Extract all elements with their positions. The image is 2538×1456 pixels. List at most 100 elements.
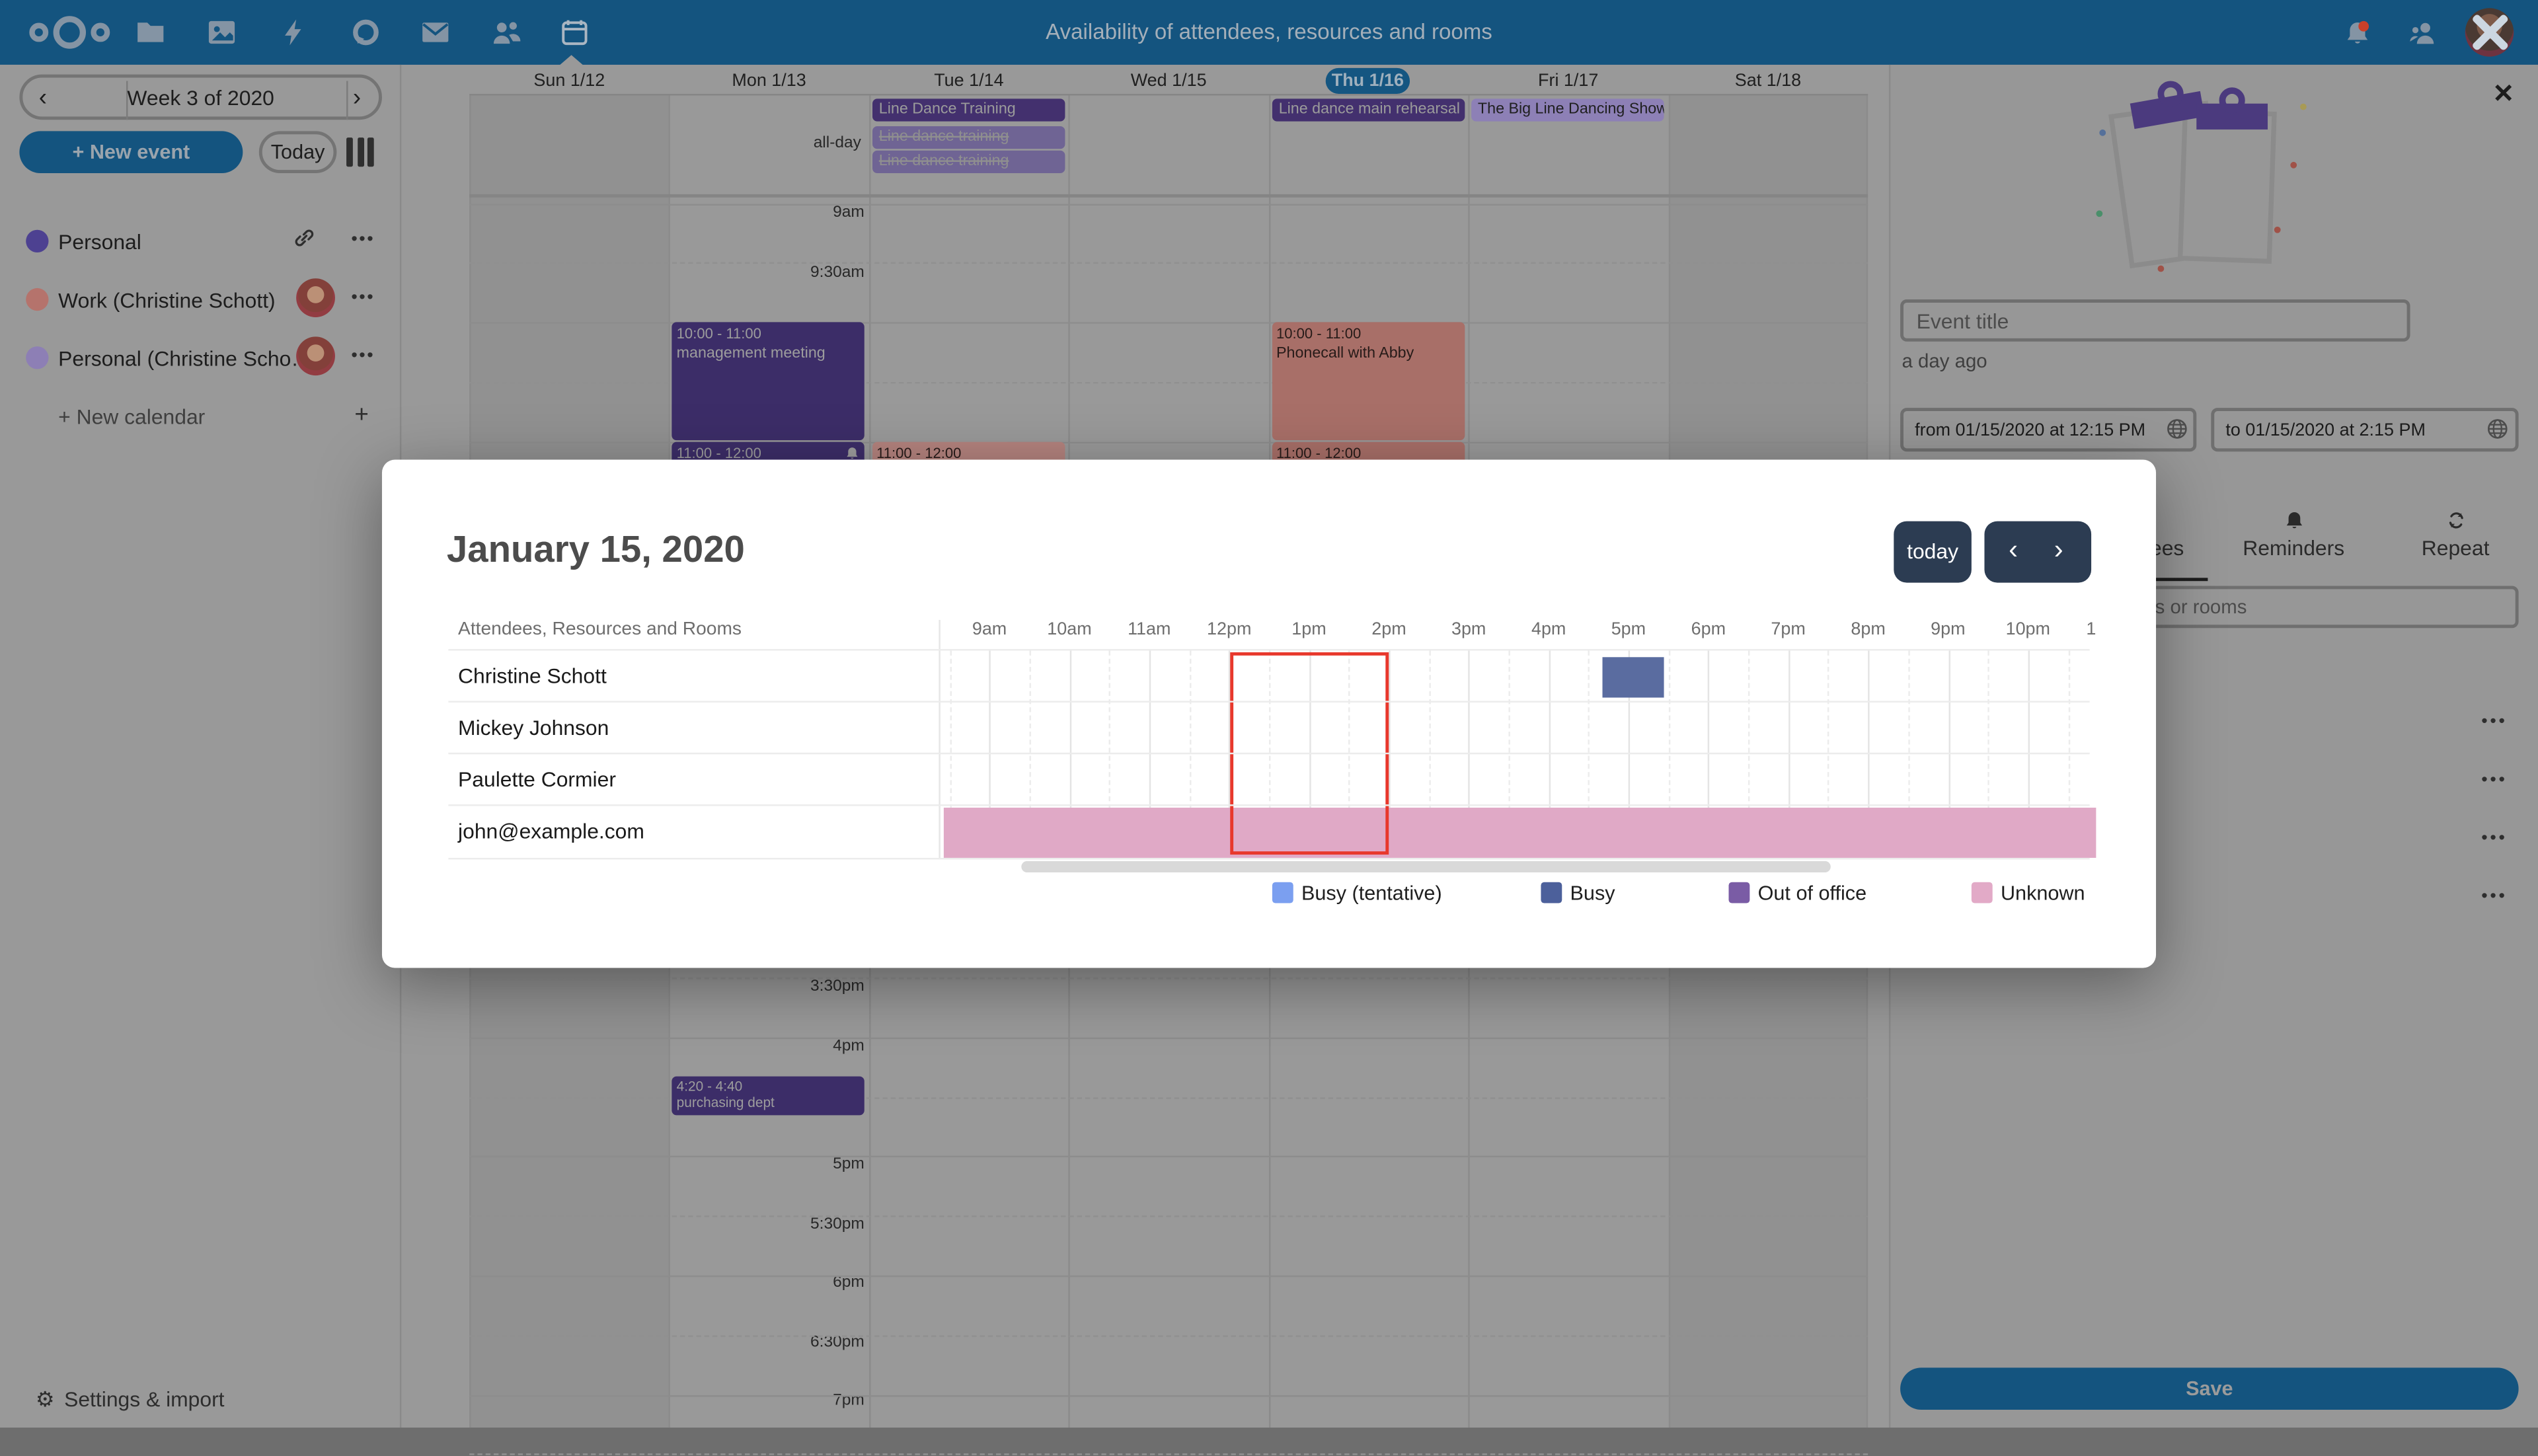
gear-icon: ⚙	[35, 1387, 55, 1412]
calendar-list-item-personal[interactable]: Personal •••	[0, 227, 400, 275]
attendee-menu-icon[interactable]: •••	[2481, 712, 2508, 732]
day-header[interactable]: Sat 1/18	[1734, 71, 1802, 91]
previous-week-button[interactable]: ‹	[38, 84, 48, 112]
save-button[interactable]: Save	[1900, 1367, 2519, 1410]
user-avatar[interactable]	[2465, 8, 2514, 57]
shared-link-icon[interactable]	[293, 227, 315, 249]
attendee-menu-icon[interactable]: •••	[2481, 887, 2508, 907]
calendar-menu-icon[interactable]: •••	[351, 229, 375, 250]
dialog-today-button[interactable]: today	[1894, 521, 1972, 583]
event-title-input[interactable]	[1900, 299, 2410, 342]
attendee-menu-icon[interactable]: •••	[2481, 770, 2508, 790]
event-phonecall-with-abby[interactable]: 10:00 - 11:00 Phonecall with Abby	[1271, 322, 1465, 441]
new-calendar-button[interactable]: + New calendar +	[0, 401, 400, 449]
calendar-color-dot	[26, 346, 49, 369]
calendar-color-dot	[26, 229, 49, 253]
activity-icon[interactable]	[280, 18, 309, 47]
hour-label: 5pm	[1611, 619, 1646, 640]
last-modified-label: a day ago	[1902, 349, 1987, 373]
calendar-sidebar: ‹ Week 3 of 2020 › + New event Today Per…	[0, 64, 402, 1428]
calendar-menu-icon[interactable]: •••	[351, 346, 375, 366]
availability-dialog: January 15, 2020 today ‹ › Attendees, Re…	[381, 459, 2157, 968]
today-button[interactable]: Today	[258, 131, 337, 174]
day-header[interactable]: Fri 1/17	[1538, 71, 1599, 91]
dialog-nav-buttons: ‹ ›	[1984, 521, 2092, 583]
allday-event-cancelled[interactable]: Line dance training	[872, 126, 1065, 149]
owner-avatar	[296, 278, 335, 318]
legend-swatch	[1541, 882, 1562, 903]
hour-label: 8pm	[1851, 619, 1886, 640]
contacts-app-icon[interactable]	[492, 18, 521, 47]
tab-reminders[interactable]: Reminders	[2216, 510, 2371, 571]
view-switcher-icon[interactable]	[346, 137, 374, 167]
dialog-title: January 15, 2020	[446, 527, 745, 570]
hour-label: 6pm	[1691, 619, 1726, 640]
settings-import-button[interactable]: ⚙ Settings & import	[35, 1387, 225, 1412]
hour-label: 1pm	[1291, 619, 1327, 640]
new-event-button[interactable]: + New event	[19, 131, 243, 174]
day-header[interactable]: Tue 1/14	[934, 71, 1004, 91]
day-header[interactable]: Wed 1/15	[1130, 71, 1207, 91]
next-day-icon[interactable]: ›	[2054, 534, 2063, 565]
legend-swatch	[1728, 882, 1750, 903]
calendar-color-dot	[26, 287, 49, 311]
timeline-scrollbar[interactable]	[1021, 861, 1831, 873]
legend-swatch	[1971, 882, 1993, 903]
allday-event[interactable]: The Big Line Dancing Show	[1471, 98, 1664, 122]
attendees-column-header: Attendees, Resources and Rooms	[458, 619, 742, 640]
day-header[interactable]: Mon 1/13	[732, 71, 806, 91]
event-management-meeting[interactable]: 10:00 - 11:00 management meeting	[672, 322, 865, 441]
hour-label: 4pm	[1531, 619, 1566, 640]
nextcloud-logo-icon[interactable]	[22, 13, 116, 52]
day-header-today[interactable]: Thu 1/16	[1325, 67, 1410, 95]
allday-event[interactable]: Line dance main rehearsal	[1272, 98, 1465, 122]
notifications-bell-icon[interactable]	[2344, 19, 2371, 47]
owner-avatar	[296, 336, 335, 376]
calendar-menu-icon[interactable]: •••	[351, 287, 375, 308]
page-title: Availability of attendees, resources and…	[1046, 19, 1492, 44]
calendar-list-item-personal-shared[interactable]: Personal (Christine Scho…) •••	[0, 336, 400, 391]
unknown-availability-block	[943, 806, 2096, 857]
mail-icon[interactable]	[421, 18, 450, 47]
previous-day-icon[interactable]: ‹	[2009, 534, 2019, 565]
calendar-list-item-work[interactable]: Work (Christine Schott) •••	[0, 278, 400, 333]
time-gutter-label: 6:30pm	[810, 1333, 865, 1352]
hour-label: 10pm	[2005, 619, 2051, 640]
talk-icon[interactable]	[351, 18, 380, 47]
hour-label: 11pm	[2086, 619, 2096, 640]
time-gutter-label: 4pm	[833, 1037, 865, 1055]
photos-icon[interactable]	[207, 18, 236, 47]
hour-label: 11am	[1128, 619, 1171, 640]
day-header[interactable]: Sun 1/12	[533, 71, 605, 91]
attendee-menu-icon[interactable]: •••	[2481, 828, 2508, 849]
calendar-name: Personal (Christine Scho…)	[58, 346, 319, 371]
event-start-input[interactable]	[1900, 408, 2197, 452]
week-label[interactable]: Week 3 of 2020	[127, 85, 274, 110]
hour-label: 7pm	[1771, 619, 1806, 640]
time-gutter-label: 5:30pm	[810, 1215, 865, 1234]
active-app-indicator	[560, 55, 583, 65]
timezone-globe-icon[interactable]	[2166, 418, 2188, 440]
attendee-name: Mickey Johnson	[458, 715, 609, 740]
allday-event[interactable]: Line Dance Training	[872, 98, 1065, 122]
attendee-name: john@example.com	[458, 819, 644, 843]
files-icon[interactable]	[136, 18, 165, 47]
close-icon[interactable]: ✕	[2492, 81, 2515, 109]
allday-event-cancelled[interactable]: Line dance training	[872, 150, 1065, 174]
timeline-hours-header: 9am 10am 11am 12pm 1pm 2pm 3pm 4pm 5pm 6…	[944, 620, 2096, 646]
calendar-name: Work (Christine Schott)	[58, 287, 276, 313]
event-purchasing-dept[interactable]: 4:20 - 4:40 purchasing dept	[672, 1076, 865, 1116]
week-selector[interactable]: ‹ Week 3 of 2020 ›	[19, 74, 382, 120]
calendar-app-icon[interactable]	[560, 18, 589, 47]
tab-repeat[interactable]: Repeat	[2378, 510, 2533, 571]
time-gutter-label: 9:30am	[810, 264, 865, 282]
event-end-input[interactable]	[2211, 408, 2519, 452]
next-week-button[interactable]: ›	[352, 84, 362, 112]
contacts-menu-icon[interactable]	[2408, 19, 2436, 47]
legend-swatch	[1272, 882, 1293, 903]
availability-timeline[interactable]	[943, 650, 2096, 858]
timezone-globe-icon[interactable]	[2486, 418, 2509, 440]
hour-label: 9pm	[1931, 619, 1966, 640]
calendar-name: Personal	[58, 229, 141, 254]
